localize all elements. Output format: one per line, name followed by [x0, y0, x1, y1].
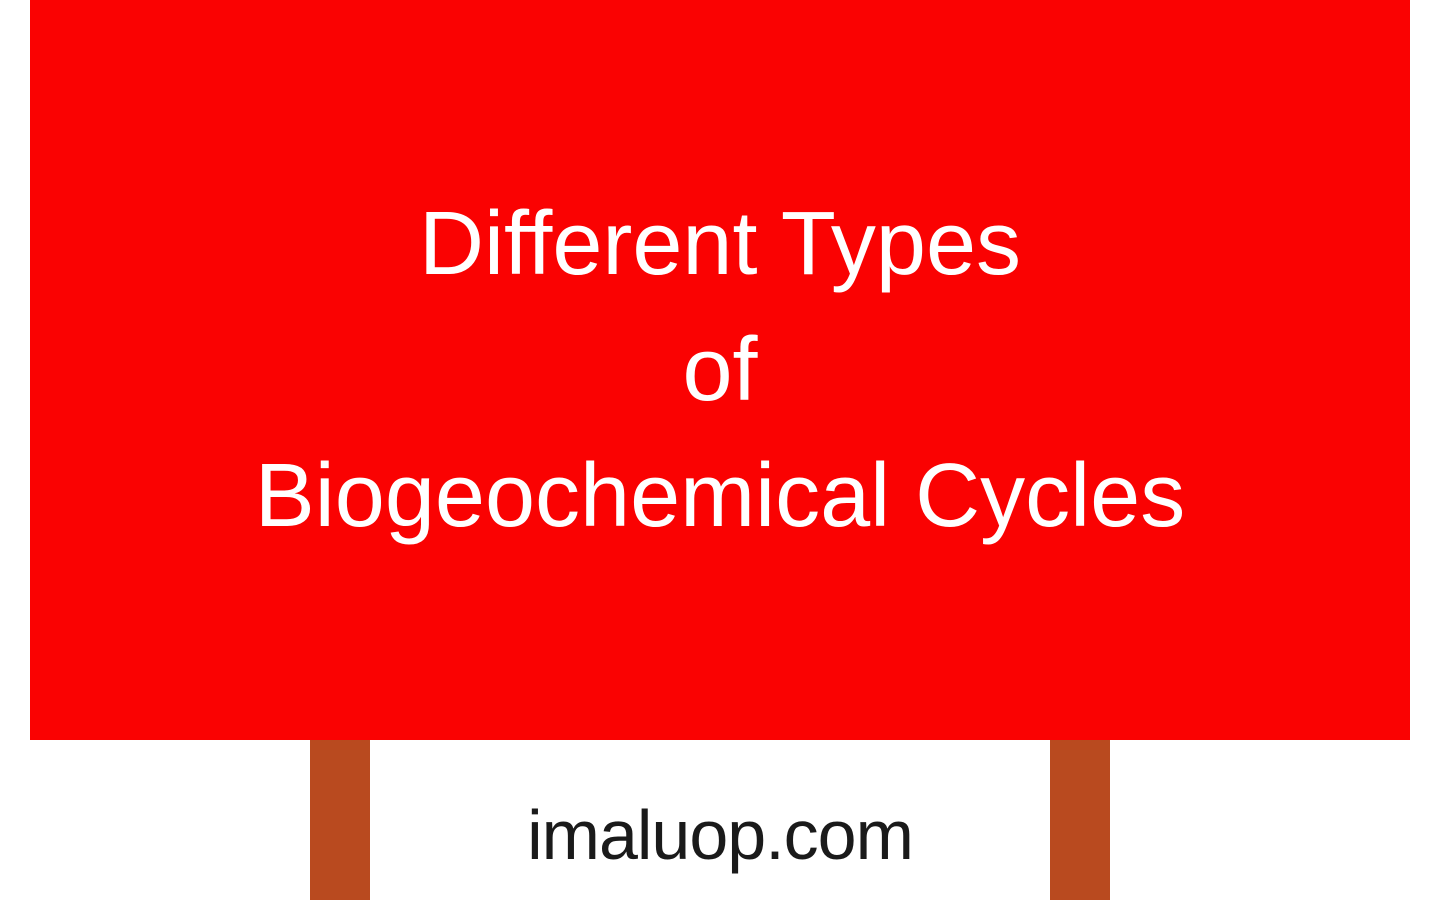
title-line-1: Different Types: [419, 181, 1021, 307]
main-title-panel: Different Types of Biogeochemical Cycles: [30, 0, 1410, 740]
title-line-3: Biogeochemical Cycles: [255, 433, 1185, 559]
footer-watermark: imaluop.com: [0, 795, 1440, 875]
title-line-2: of: [682, 307, 757, 433]
